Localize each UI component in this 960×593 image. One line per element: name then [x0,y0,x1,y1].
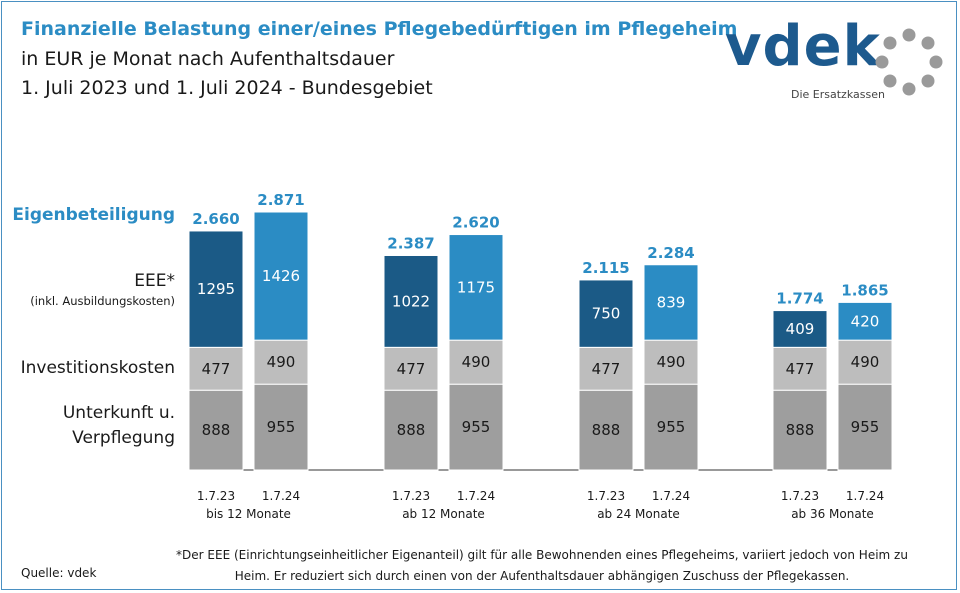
data-label-eee: 1295 [197,280,235,298]
data-label-eee: 750 [592,305,621,323]
x-tick-label-date: 1.7.24 [846,489,884,503]
data-label-eee: 1022 [392,292,430,310]
bar-segment-investitionskosten [448,339,504,385]
data-label-eee: 1426 [262,267,300,285]
data-label-investitionskosten: 477 [786,360,815,378]
data-label-unterkunft: 888 [786,421,815,439]
total-label: 1.774 [776,290,823,308]
data-label-eee: 420 [851,312,880,330]
x-tick-label-date: 1.7.23 [781,489,819,503]
x-group-label: ab 24 Monate [597,507,680,521]
chart-subtitle-dates: 1. Juli 2023 und 1. Juli 2024 - Bundesge… [21,77,433,99]
footnote: *Der EEE (Einrichtungseinheitlicher Eige… [176,548,908,583]
bar-segment-eee [578,279,634,348]
label-unterkunft: Unterkunft u. [62,403,175,423]
bar-segment-eee [383,254,439,348]
total-label: 2.660 [192,210,239,228]
total-label: 2.284 [647,244,694,262]
vdek-logo: vdek Die Ersatzkassen [725,14,945,108]
chart-title: Finanzielle Belastung einer/eines Pflege… [21,18,738,40]
bar-segment-unterkunft [188,389,244,471]
data-label-investitionskosten: 477 [397,360,426,378]
bar-segment-unterkunft [837,383,893,471]
total-label: 1.865 [841,281,888,299]
data-label-unterkunft: 888 [592,421,621,439]
x-tick-label-date: 1.7.23 [392,489,430,503]
data-label-unterkunft: 955 [657,418,686,436]
bar-segment-unterkunft [643,383,699,471]
logo-ring-icon [875,28,943,96]
total-label: 2.387 [387,234,434,252]
bar-segment-unterkunft [448,383,504,471]
data-label-unterkunft: 955 [851,418,880,436]
data-label-investitionskosten: 477 [592,360,621,378]
bar-segment-unterkunft [772,389,828,471]
data-label-investitionskosten: 490 [851,353,880,371]
x-tick-label-date: 1.7.24 [262,489,300,503]
bar-segment-investitionskosten [772,346,828,391]
data-label-eee: 409 [786,320,815,338]
label-eee-note: (inkl. Ausbildungskosten) [30,294,175,308]
data-label-investitionskosten: 490 [462,353,491,371]
x-group-label: ab 12 Monate [402,507,485,521]
bar-segment-eee [188,230,244,348]
total-label: 2.115 [582,259,629,277]
x-group-label: ab 36 Monate [791,507,874,521]
bar-segment-unterkunft [383,389,439,471]
bar-segment-investitionskosten [643,339,699,385]
bar-segment-eee [643,264,699,341]
bar-segment-eee [253,211,309,341]
bar-segment-investitionskosten [188,346,244,391]
data-label-eee: 1175 [457,278,495,296]
logo-tagline: Die Ersatzkassen [791,88,885,101]
bar-segment-investitionskosten [253,339,309,385]
bar-segment-investitionskosten [837,339,893,385]
data-label-eee: 839 [657,293,686,311]
chart-subtitle-unit: in EUR je Monat nach Aufenthaltsdauer [21,48,395,70]
x-group-label: bis 12 Monate [206,507,291,521]
label-eigenbeteiligung: Eigenbeteiligung [12,205,175,225]
bar-segment-unterkunft [578,389,634,471]
data-label-investitionskosten: 490 [267,353,296,371]
bar-segment-eee [448,234,504,341]
x-tick-label-date: 1.7.23 [587,489,625,503]
source-note: Quelle: vdek [21,566,97,580]
label-verpflegung: Verpflegung [72,428,175,448]
x-tick-label-date: 1.7.24 [652,489,690,503]
data-label-investitionskosten: 490 [657,353,686,371]
label-investitionskosten: Investitionskosten [20,358,175,378]
data-label-investitionskosten: 477 [202,360,231,378]
total-label: 2.620 [452,214,499,232]
label-eee: EEE* [134,271,175,291]
data-label-unterkunft: 888 [397,421,426,439]
logo-wordmark: vdek [725,14,881,79]
bar-segment-unterkunft [253,383,309,471]
x-tick-label-date: 1.7.24 [457,489,495,503]
x-tick-label-date: 1.7.23 [197,489,235,503]
bar-segment-investitionskosten [578,346,634,391]
data-label-unterkunft: 955 [267,418,296,436]
data-label-unterkunft: 955 [462,418,491,436]
data-label-unterkunft: 888 [202,421,231,439]
bar-segment-eee [772,310,828,348]
bar-segment-eee [837,301,893,341]
bar-segment-investitionskosten [383,346,439,391]
total-label: 2.871 [257,191,304,209]
